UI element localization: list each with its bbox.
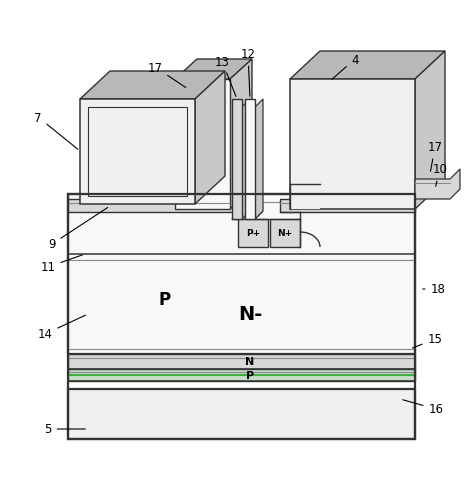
Polygon shape: [290, 52, 445, 80]
Text: 10: 10: [432, 163, 447, 187]
Bar: [68, 195, 415, 439]
Text: 11: 11: [41, 256, 82, 274]
Text: 13: 13: [214, 55, 236, 97]
Bar: [175, 80, 230, 210]
Polygon shape: [230, 60, 252, 210]
Polygon shape: [245, 212, 263, 220]
Polygon shape: [255, 100, 263, 220]
Bar: [232, 100, 242, 220]
Text: N-: N-: [238, 305, 262, 324]
Polygon shape: [232, 212, 250, 220]
Text: 5: 5: [44, 423, 85, 436]
Polygon shape: [415, 170, 460, 199]
Bar: [80, 100, 195, 205]
Bar: [290, 184, 320, 210]
Bar: [68, 199, 237, 212]
Text: N+: N+: [278, 229, 292, 238]
Text: P: P: [159, 290, 171, 308]
Bar: [280, 199, 415, 212]
Text: 15: 15: [413, 333, 442, 348]
Polygon shape: [242, 100, 250, 220]
Text: 17: 17: [427, 141, 443, 172]
Text: 7: 7: [34, 111, 78, 150]
Text: P+: P+: [246, 229, 260, 238]
Polygon shape: [175, 60, 252, 80]
Bar: [68, 389, 415, 439]
Text: 17: 17: [147, 61, 186, 88]
Text: 16: 16: [402, 400, 444, 416]
Text: N: N: [245, 356, 255, 366]
Polygon shape: [80, 72, 225, 100]
Polygon shape: [195, 72, 225, 205]
Bar: [68, 354, 415, 369]
Text: 18: 18: [423, 283, 446, 296]
Polygon shape: [415, 52, 445, 210]
Text: P: P: [246, 370, 254, 380]
Bar: [68, 195, 415, 354]
Bar: [238, 220, 268, 247]
Bar: [270, 220, 300, 247]
Bar: [68, 369, 415, 381]
Text: 4: 4: [332, 53, 359, 80]
Bar: [88, 108, 187, 197]
Bar: [290, 80, 415, 210]
Text: 14: 14: [37, 316, 86, 341]
Text: 9: 9: [48, 208, 108, 251]
Text: 12: 12: [241, 48, 256, 97]
Bar: [245, 100, 255, 220]
